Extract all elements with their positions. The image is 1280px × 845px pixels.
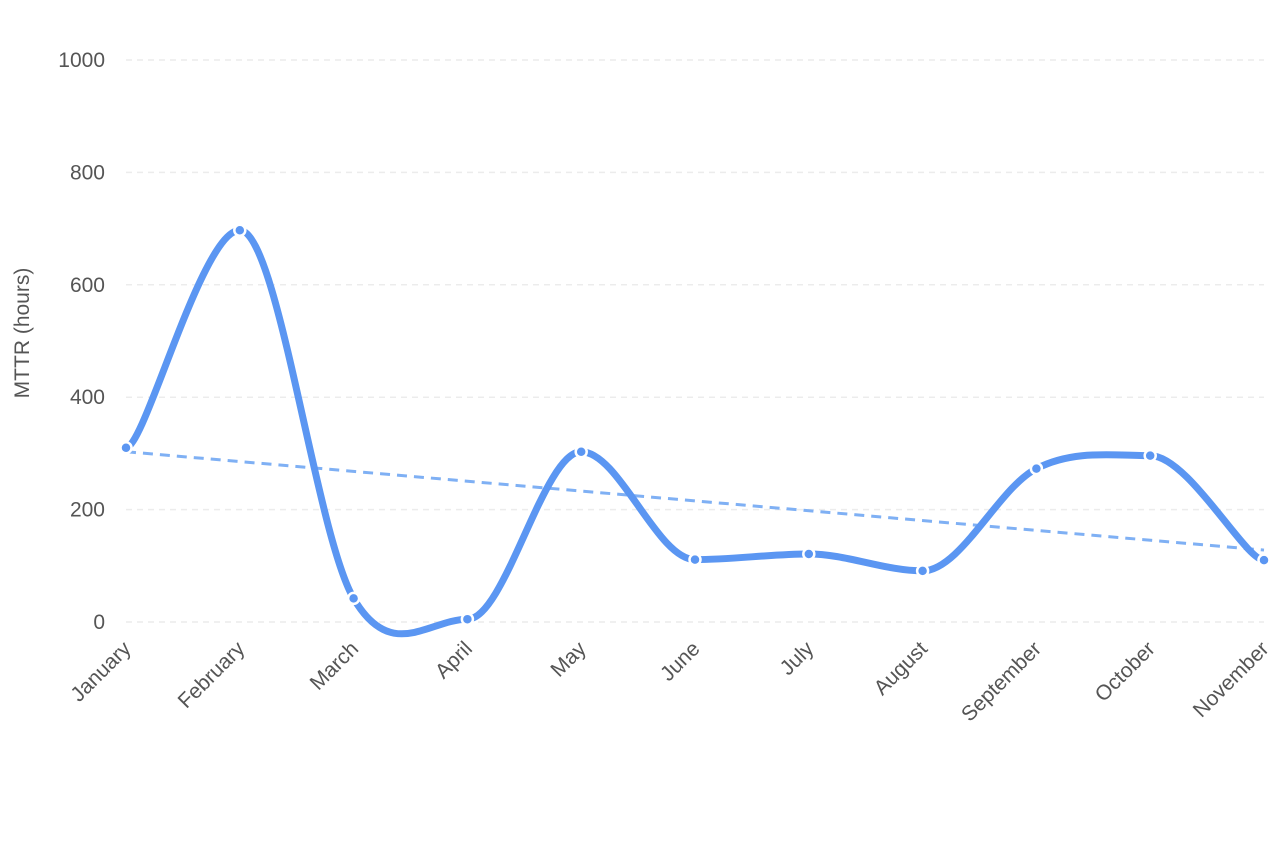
- y-tick-label: 200: [70, 499, 105, 522]
- trendline: [125, 450, 1265, 552]
- data-point[interactable]: [1029, 461, 1044, 476]
- y-tick-label: 800: [70, 161, 105, 184]
- data-point[interactable]: [119, 441, 133, 455]
- x-tick-label: July: [776, 637, 819, 680]
- y-axis-label: MTTR (hours): [11, 268, 34, 399]
- x-tick-label: February: [174, 637, 250, 713]
- data-points: [119, 223, 1271, 626]
- x-tick-label: March: [306, 637, 364, 695]
- series-layer: [122, 226, 1268, 638]
- data-point[interactable]: [802, 547, 816, 561]
- x-tick-label: June: [656, 637, 704, 685]
- data-point[interactable]: [460, 612, 475, 626]
- data-point[interactable]: [346, 591, 361, 606]
- x-tick-label: September: [957, 637, 1046, 726]
- x-tick-label: May: [546, 637, 591, 682]
- y-axis-ticks: 0 200 400 600 800 1000: [58, 49, 105, 634]
- x-axis-ticks: January February March April May June July Augu…: [66, 637, 1273, 726]
- data-point[interactable]: [1143, 448, 1157, 463]
- series-line: [122, 226, 1268, 638]
- y-tick-label: 600: [70, 274, 105, 297]
- data-point[interactable]: [233, 223, 247, 238]
- x-tick-label: October: [1091, 637, 1160, 706]
- x-tick-label: August: [870, 637, 933, 700]
- x-tick-label: November: [1189, 637, 1274, 722]
- data-point[interactable]: [915, 564, 930, 578]
- trendline-layer: [125, 450, 1265, 552]
- x-tick-label: January: [66, 637, 135, 706]
- data-point[interactable]: [574, 444, 588, 459]
- data-point[interactable]: [1257, 553, 1271, 567]
- data-point[interactable]: [688, 552, 702, 567]
- y-tick-label: 0: [93, 611, 105, 634]
- y-tick-label: 400: [70, 386, 105, 409]
- grid-layer: [126, 59, 1264, 623]
- y-tick-label: 1000: [58, 49, 105, 72]
- x-tick-label: April: [431, 637, 477, 683]
